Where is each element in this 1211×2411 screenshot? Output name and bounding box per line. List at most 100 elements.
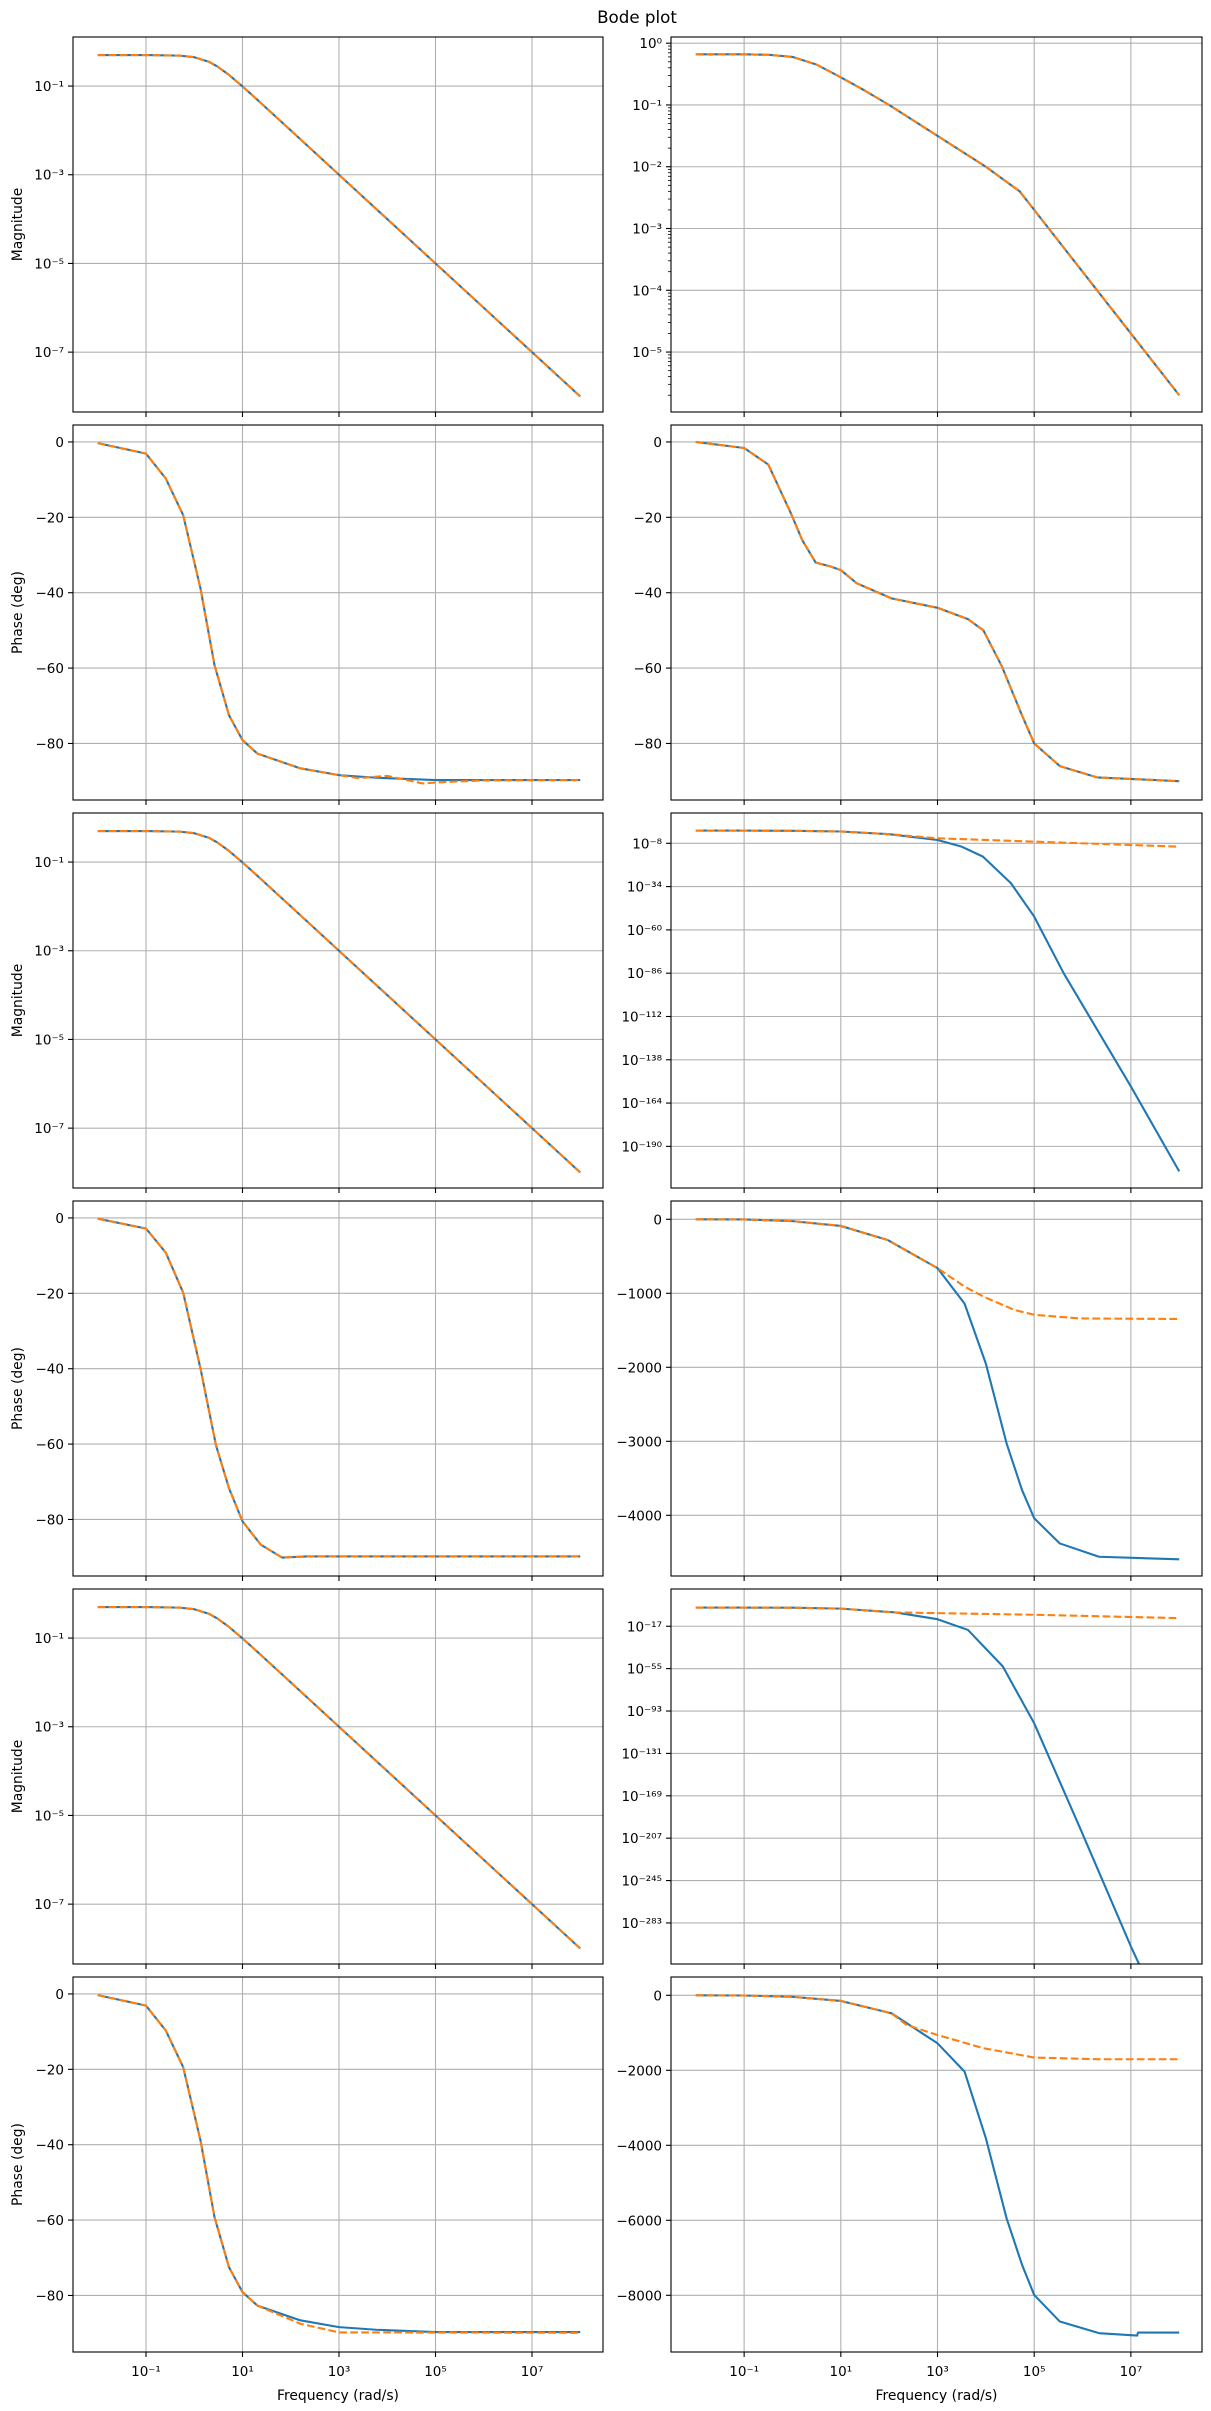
subplot-r2-c1: 0 −20 −40 −60 −80 Phase (deg) — [10, 424, 604, 805]
axes-frame — [670, 1976, 1203, 2353]
x-tick-label: 10⁵ — [1023, 2364, 1046, 2380]
x-tick-label: 10⁷ — [1120, 2364, 1143, 2380]
axes-frame — [670, 424, 1203, 801]
y-tick-label: 10⁻¹ — [34, 79, 64, 95]
x-tick-label: 10¹ — [830, 2364, 853, 2380]
y-tick-label: 10⁻⁵ — [632, 345, 662, 361]
y-tick-label: 10⁻⁴ — [632, 283, 662, 299]
axes-frame — [72, 424, 604, 801]
y-axis-label: Magnitude — [10, 1740, 26, 1814]
y-axis-label: Phase (deg) — [10, 571, 26, 654]
y-tick-label: 0 — [653, 1988, 662, 2004]
y-tick-label: 10⁻³⁴ — [627, 880, 662, 896]
y-tick-label: 10⁻⁵ — [34, 1808, 64, 1824]
y-tick-label: −2000 — [616, 2063, 662, 2079]
x-tick-label: 10⁻¹ — [131, 2364, 161, 2380]
y-tick-label: −80 — [634, 736, 663, 752]
y-tick-label: −20 — [634, 510, 663, 526]
y-tick-label: 10⁻³ — [34, 1720, 64, 1736]
y-axis-label: Phase (deg) — [10, 1347, 26, 1430]
subplot-r1-c2: 10⁰ 10⁻¹ 10⁻² 10⁻³ 10⁻⁴ 10⁻⁵ — [632, 36, 1203, 417]
axes-frame — [72, 1200, 604, 1577]
x-tick-label: 10¹ — [231, 2364, 254, 2380]
x-axis-label: Frequency (rad/s) — [876, 2388, 998, 2404]
subplot-r3-c2: 10⁻⁸ 10⁻³⁴ 10⁻⁶⁰ 10⁻⁸⁶ 10⁻¹¹² 10⁻¹³⁸ 10⁻¹⁶⁴ 10⁻… — [621, 812, 1203, 1193]
y-tick-label: −1000 — [616, 1286, 662, 1302]
y-tick-label: 10⁻³ — [34, 944, 64, 960]
series-dashed-line — [695, 1218, 1180, 1321]
series-dashed-line — [97, 53, 581, 398]
y-tick-label: 10⁻⁸⁶ — [627, 966, 662, 982]
y-tick-label: 10⁻⁵⁵ — [627, 1662, 662, 1678]
y-tick-label: 10⁻²⁴⁵ — [621, 1874, 662, 1890]
y-tick-label: −40 — [634, 586, 663, 602]
x-tick-label: 10⁵ — [424, 2364, 447, 2380]
y-tick-label: −80 — [36, 2288, 65, 2304]
y-tick-label: 10⁻⁹³ — [627, 1704, 662, 1720]
series-dashed-line — [695, 1994, 1180, 2061]
series-solid-line — [695, 1994, 1180, 2337]
x-tick-label: 10³ — [926, 2364, 949, 2380]
axes-frame — [670, 812, 1203, 1189]
y-tick-label: 10⁻¹⁶⁹ — [621, 1789, 662, 1805]
y-tick-label: 10⁻¹⁶⁴ — [621, 1096, 662, 1112]
series-dashed-line — [97, 1994, 581, 2334]
y-tick-label: 10⁻¹⁷ — [627, 1619, 662, 1635]
axes-frame — [72, 1976, 604, 2353]
y-tick-label: 10⁻³ — [34, 168, 64, 184]
axes-frame — [670, 1588, 1203, 1965]
y-tick-label: 0 — [55, 435, 64, 451]
y-tick-label: 10⁻²⁰⁷ — [621, 1831, 662, 1847]
y-tick-label: −80 — [36, 1512, 65, 1528]
series-dashed-line — [695, 440, 1180, 783]
x-axis-label: Frequency (rad/s) — [277, 2388, 399, 2404]
y-tick-label: 10⁰ — [639, 36, 662, 52]
y-tick-label: −40 — [36, 586, 65, 602]
axes-frame — [72, 1588, 604, 1965]
y-tick-label: 10⁻¹ — [632, 98, 662, 114]
subplot-r1-c1: 10⁻¹ 10⁻³ 10⁻⁵ 10⁻⁷ Magnitude — [10, 36, 604, 417]
series-dashed-line — [97, 829, 581, 1174]
y-tick-label: 10⁻⁷ — [34, 1897, 64, 1913]
y-tick-label: 10⁻⁷ — [34, 345, 64, 361]
y-tick-label: −4000 — [616, 1508, 662, 1524]
axes-frame — [670, 36, 1203, 413]
series-dashed-line — [97, 442, 581, 785]
subplot-r6-c1: 10⁻¹ 10¹ 10³ 10⁵ 10⁷ 0 −20 −40 −60 −80 Phase (deg)… — [10, 1976, 604, 2404]
y-tick-label: 10⁻¹³⁸ — [621, 1053, 662, 1069]
y-tick-label: 10⁻⁷ — [34, 1121, 64, 1137]
y-tick-label: −20 — [36, 2062, 65, 2078]
axes-frame — [670, 1200, 1203, 1577]
series-dashed-line — [695, 1606, 1180, 1620]
y-tick-label: 10⁻³ — [632, 222, 662, 238]
y-tick-label: 0 — [55, 1987, 64, 2003]
y-tick-label: 10⁻² — [632, 160, 662, 176]
y-tick-label: −40 — [36, 1362, 65, 1378]
subplot-r2-c2: 0 −20 −40 −60 −80 — [634, 424, 1203, 805]
y-tick-label: −60 — [36, 661, 65, 677]
y-axis-label: Phase (deg) — [10, 2123, 26, 2206]
y-tick-label: −2000 — [616, 1360, 662, 1376]
series-solid-line — [695, 829, 1181, 1172]
y-tick-label: 10⁻⁵ — [34, 1032, 64, 1048]
y-tick-label: 10⁻¹ — [34, 855, 64, 871]
y-tick-label: 10⁻⁶⁰ — [627, 923, 662, 939]
y-tick-label: −3000 — [616, 1434, 662, 1450]
y-tick-label: 10⁻¹⁹⁰ — [621, 1139, 662, 1155]
subplot-r3-c1: 10⁻¹ 10⁻³ 10⁻⁵ 10⁻⁷ Magnitude — [10, 812, 604, 1193]
series-dashed-line — [695, 53, 1181, 396]
y-tick-label: 0 — [55, 1211, 64, 1227]
y-tick-label: −80 — [36, 736, 65, 752]
y-tick-label: −60 — [36, 2213, 65, 2229]
series-dashed-line — [97, 1605, 581, 1950]
subplot-r5-c1: 10⁻¹ 10⁻³ 10⁻⁵ 10⁻⁷ Magnitude — [10, 1588, 604, 1969]
y-tick-label: −6000 — [616, 2213, 662, 2229]
x-tick-label: 10⁻¹ — [729, 2364, 759, 2380]
y-tick-label: 10⁻¹¹² — [621, 1009, 662, 1025]
figure-title: Bode plot — [597, 7, 677, 27]
subplot-r4-c2: 0 −1000 −2000 −3000 −4000 — [616, 1200, 1203, 1581]
y-axis-label: Magnitude — [10, 188, 26, 262]
y-tick-label: 10⁻⁵ — [34, 256, 64, 272]
